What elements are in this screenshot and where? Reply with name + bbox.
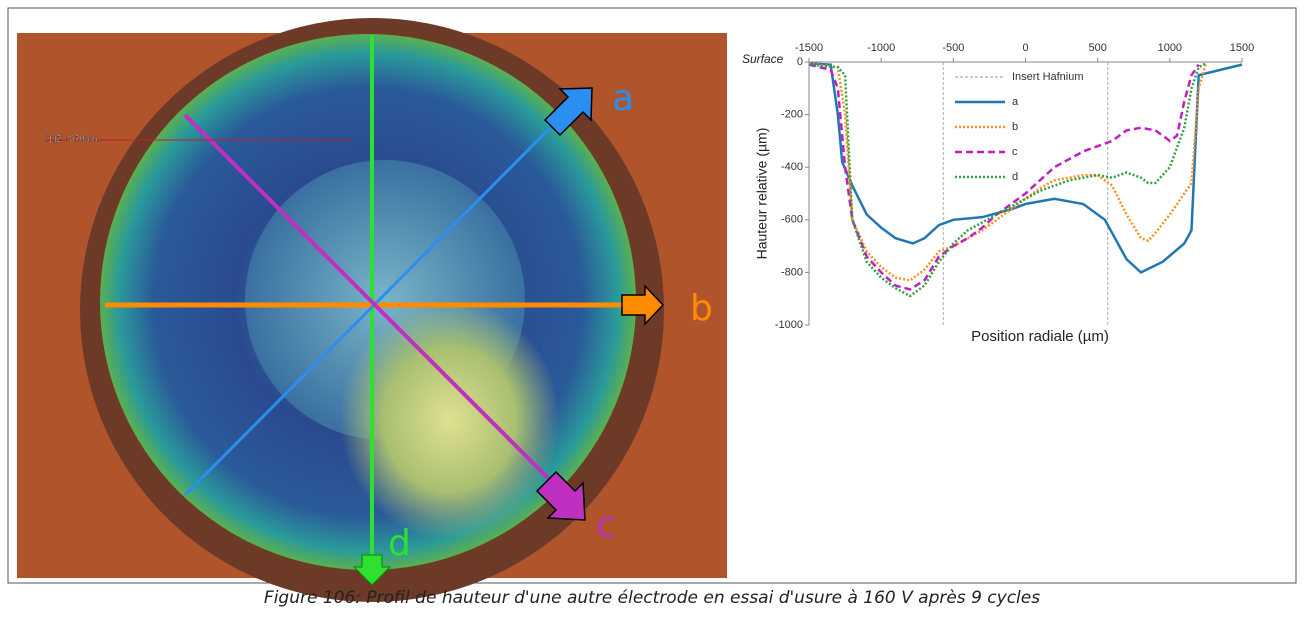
measurement-label: [1]Z : 870µm (45, 135, 98, 144)
series-line (808, 62, 1207, 298)
x-tick-label: -500 (942, 42, 964, 54)
legend-label: Insert Hafnium (1012, 71, 1084, 83)
caption: Figure 106: Profil de hauteur d'une autr… (264, 588, 1040, 608)
series-line (808, 62, 1208, 282)
series-line (808, 63, 1200, 291)
x-tick-label: -1000 (867, 42, 895, 54)
x-tick-label: -1500 (795, 42, 823, 54)
profile-label: c (596, 505, 616, 546)
x-tick-label: 500 (1088, 42, 1106, 54)
legend-label: c (1012, 146, 1018, 158)
x-axis-label: Position radiale (µm) (971, 328, 1109, 345)
y-tick-label: 0 (797, 56, 803, 68)
legend-label: b (1012, 121, 1018, 133)
y-tick-label: -800 (781, 266, 803, 278)
photo: [1]Z : 870µm a b c d (17, 18, 727, 602)
figure-frame (7, 7, 1297, 584)
profile-label: a (612, 78, 634, 119)
profile-label: b (690, 288, 713, 329)
y-tick-label: -600 (781, 214, 803, 226)
y-tick-label: -1000 (775, 319, 803, 331)
x-tick-label: 1500 (1230, 42, 1254, 54)
series-line (808, 62, 1243, 274)
legend-label: d (1012, 171, 1018, 183)
y-annotation: Surface (742, 52, 784, 66)
x-tick-label: 1000 (1158, 42, 1182, 54)
legend-label: a (1012, 96, 1019, 108)
y-axis-label: Hauteur relative (µm) (754, 128, 770, 260)
y-tick-label: -400 (781, 161, 803, 173)
x-tick-label: 0 (1022, 42, 1028, 54)
profile-label: d (388, 523, 411, 564)
y-tick-label: -200 (781, 109, 803, 121)
chart: -1500 -1000 -500 0 500 1000 1500 0 -200 -400 -600 -… (742, 42, 1254, 345)
